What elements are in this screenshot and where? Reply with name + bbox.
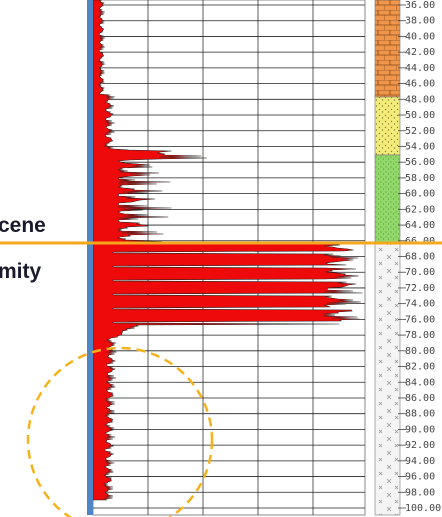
depth-label: 42.00 bbox=[405, 47, 435, 58]
depth-label: 90.00 bbox=[405, 424, 435, 435]
depth-label: 76.00 bbox=[405, 314, 435, 325]
depth-label: 72.00 bbox=[405, 283, 435, 294]
depth-label: 44.00 bbox=[405, 63, 435, 74]
depth-label: 40.00 bbox=[405, 31, 435, 42]
side-label: cene bbox=[0, 214, 46, 237]
depth-label: 56.00 bbox=[405, 157, 435, 168]
depth-label: 54.00 bbox=[405, 141, 435, 152]
lithology-crosses bbox=[375, 243, 400, 515]
depth-scale: 36.00 38.00 40.00 42.00 44.00 46.00 48.00 50.00… bbox=[398, 0, 441, 514]
depth-label: 82.00 bbox=[405, 362, 435, 373]
lithology-green bbox=[375, 155, 400, 243]
depth-label: 84.00 bbox=[405, 377, 435, 388]
depth-label: 52.00 bbox=[405, 126, 435, 137]
depth-label: 92.00 bbox=[405, 440, 435, 451]
depth-label: 50.00 bbox=[405, 110, 435, 121]
depth-label: 98.00 bbox=[405, 487, 435, 498]
depth-label: 88.00 bbox=[405, 409, 435, 420]
depth-label: 66.00 bbox=[405, 236, 435, 247]
lithology-sand bbox=[375, 97, 400, 155]
depth-label: 68.00 bbox=[405, 252, 435, 263]
depth-label: 46.00 bbox=[405, 79, 435, 90]
well-log-screenshot: 36.00 38.00 40.00 42.00 44.00 46.00 48.00 50.00… bbox=[0, 0, 442, 517]
depth-label: 60.00 bbox=[405, 189, 435, 200]
lithology-brick bbox=[375, 0, 400, 97]
depth-label: 48.00 bbox=[405, 94, 435, 105]
depth-label: 64.00 bbox=[405, 220, 435, 231]
depth-label: 36.00 bbox=[405, 0, 435, 11]
depth-label: 80.00 bbox=[405, 346, 435, 357]
depth-label: 100.00 bbox=[405, 503, 441, 514]
side-label: mity bbox=[0, 260, 42, 283]
depth-label: 58.00 bbox=[405, 173, 435, 184]
depth-label: 96.00 bbox=[405, 472, 435, 483]
depth-label: 94.00 bbox=[405, 456, 435, 467]
depth-label: 38.00 bbox=[405, 16, 435, 27]
depth-label: 78.00 bbox=[405, 330, 435, 341]
depth-label: 70.00 bbox=[405, 267, 435, 278]
depth-label: 74.00 bbox=[405, 299, 435, 310]
track-border bbox=[87, 0, 93, 515]
depth-label: 86.00 bbox=[405, 393, 435, 404]
depth-label: 62.00 bbox=[405, 204, 435, 215]
